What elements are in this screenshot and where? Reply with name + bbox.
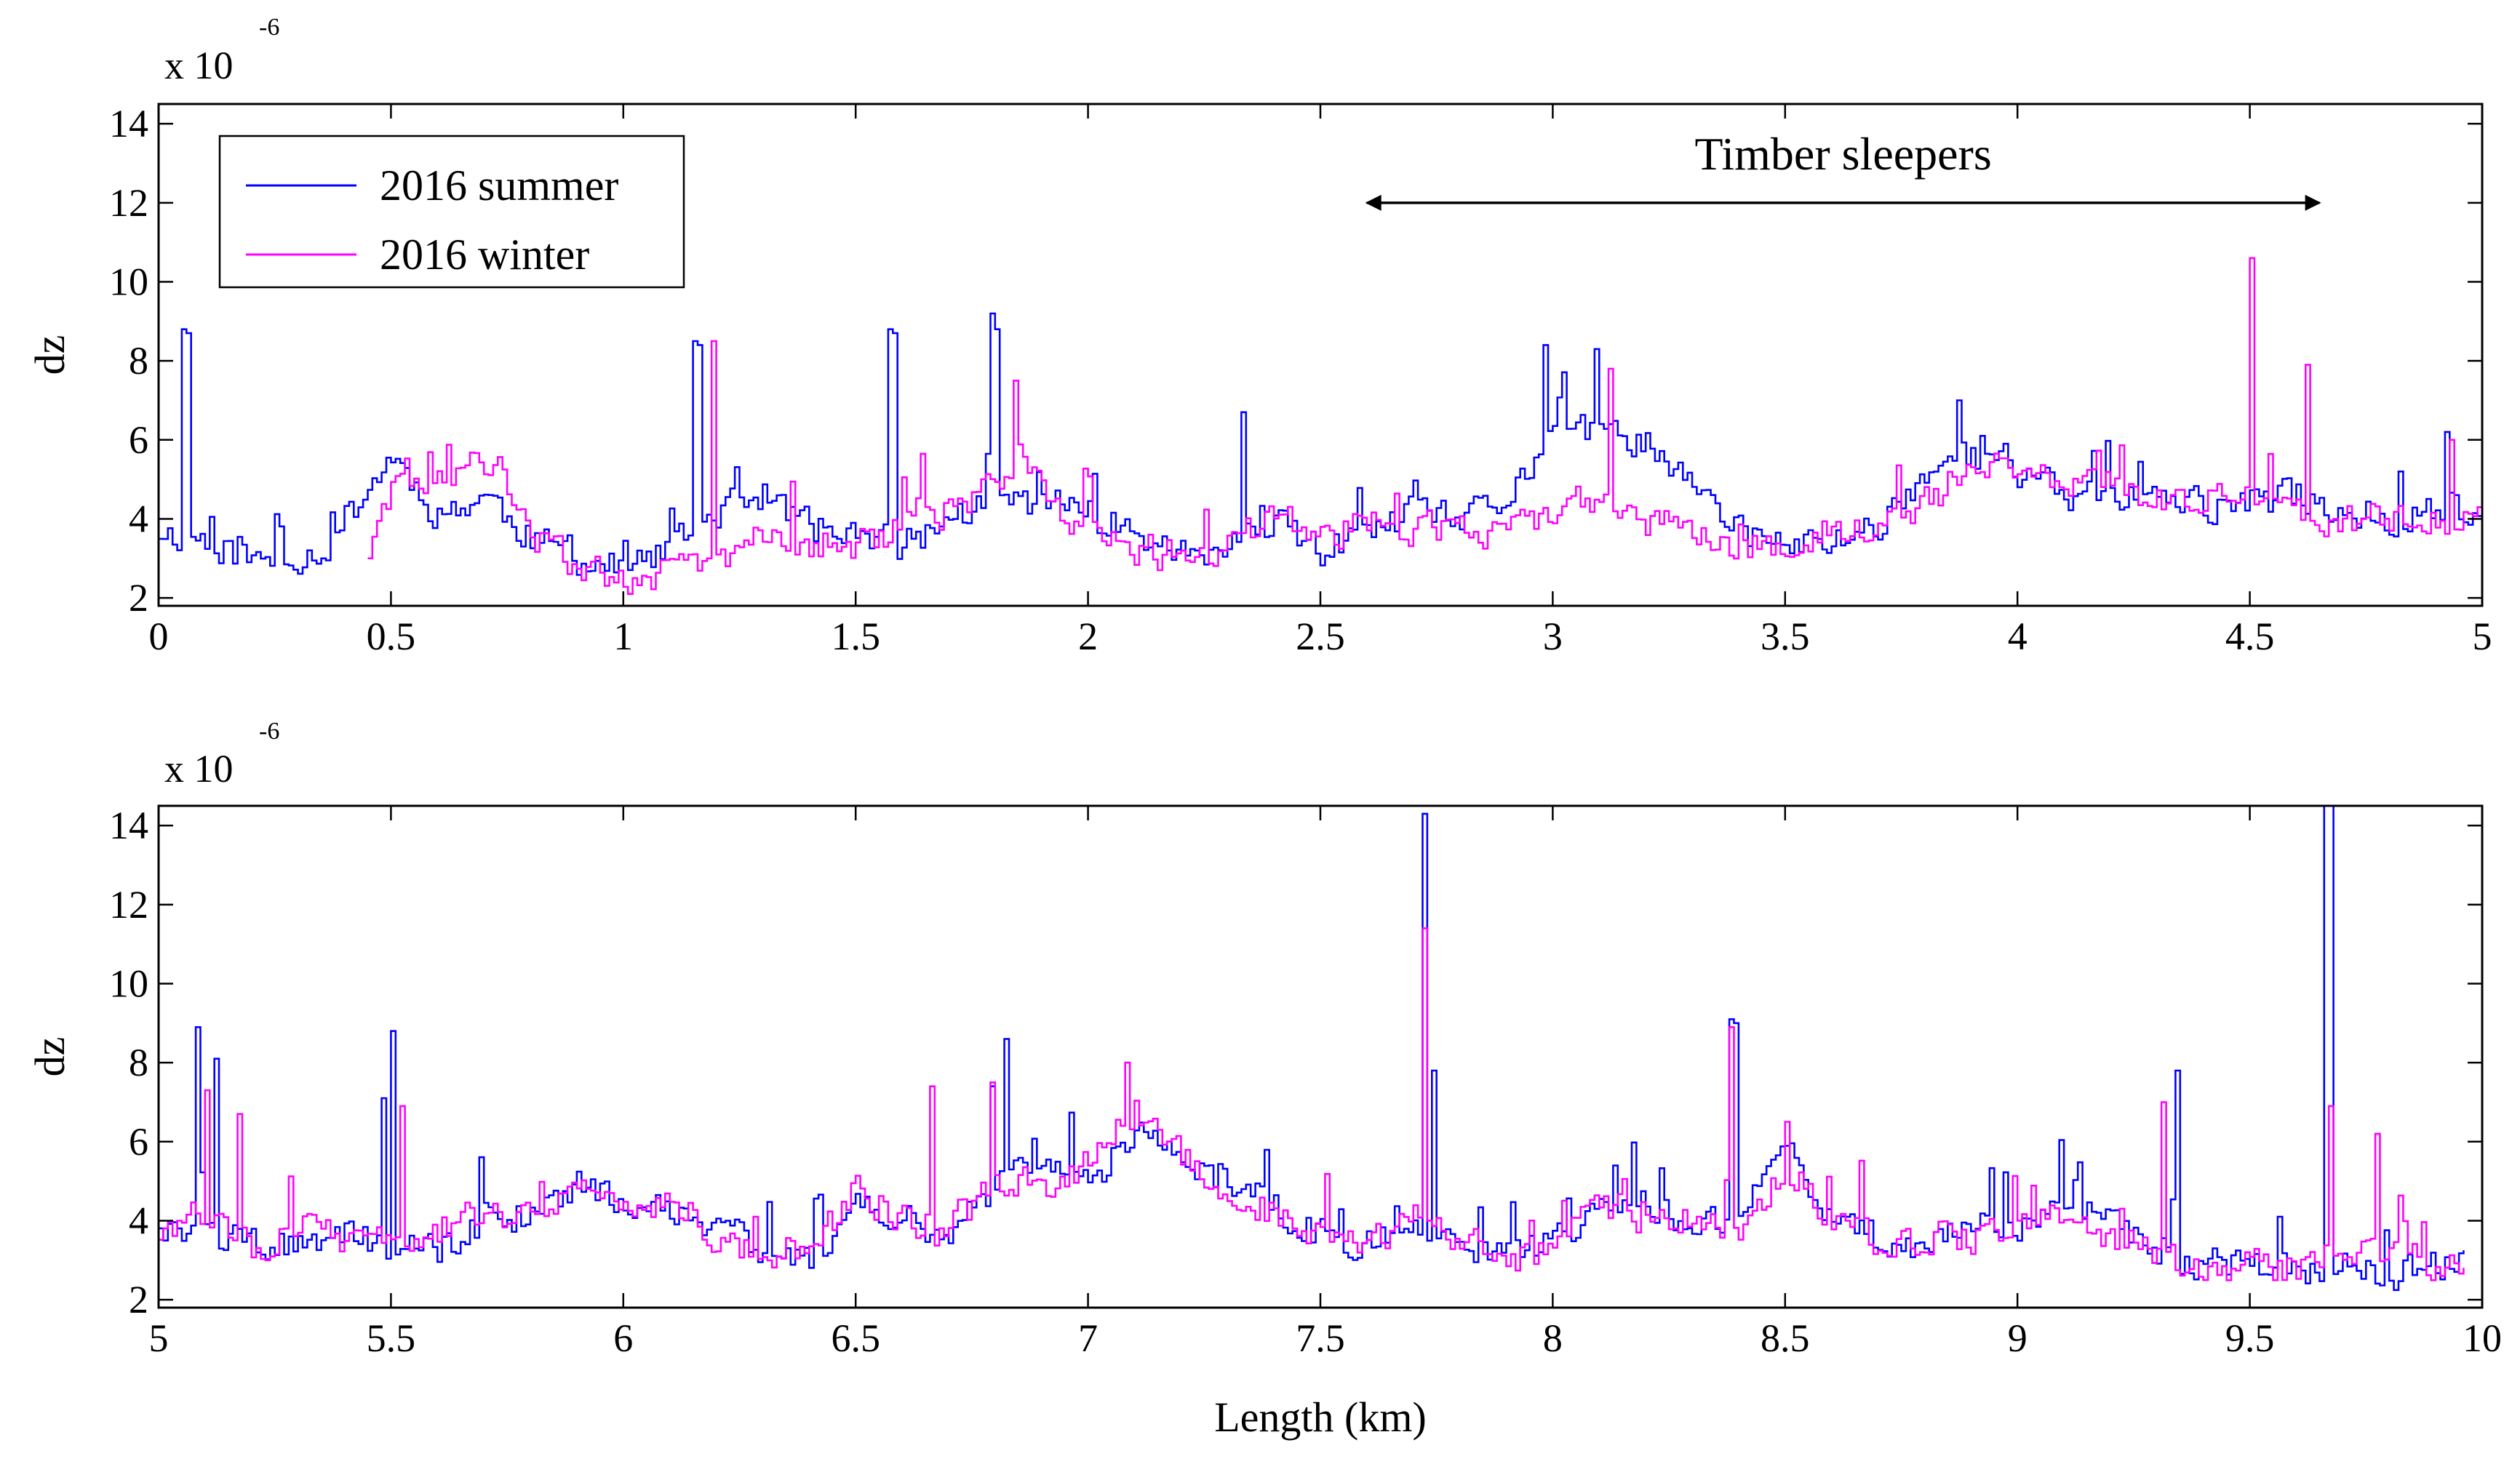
annotation-label: Timber sleepers <box>1695 128 1992 180</box>
legend-winter-label: 2016 winter <box>380 231 589 279</box>
top-x-tick-label: 1 <box>613 615 633 658</box>
bottom-x-tick-label: 7.5 <box>1296 1316 1345 1360</box>
bottom-x-tick-label: 10 <box>2463 1316 2502 1360</box>
top-x-tick-label: 0 <box>149 615 169 658</box>
legend-summer-label: 2016 summer <box>380 161 618 209</box>
bottom-x-tick-label: 7 <box>1078 1316 1098 1360</box>
top-x-tick-label: 4 <box>2008 615 2027 658</box>
legend-box <box>218 135 685 289</box>
bottom-x-tick-label: 6.5 <box>831 1316 880 1360</box>
bottom-y-tick-label: 8 <box>129 1041 148 1084</box>
bottom-y-axis-label: dz <box>26 1037 73 1077</box>
bottom-x-tick-label: 9 <box>2008 1316 2027 1360</box>
top-y-exponent-label: x 10 <box>164 44 234 87</box>
x-axis-label: Length (km) <box>1214 1393 1427 1441</box>
top-y-tick-label: 12 <box>109 181 148 225</box>
top-y-tick-label: 4 <box>129 497 148 540</box>
bottom-x-tick-label: 8.5 <box>1761 1316 1810 1360</box>
bottom-ticks: 5 5.5 6 6.5 7 7.5 8 8.5 9 9.5 10 2 4 6 8 10 12 14 <box>109 804 2502 1360</box>
bottom-x-tick-label: 5 <box>149 1316 169 1360</box>
bottom-series-group <box>159 804 2465 1292</box>
top-x-tick-label: 3 <box>1543 615 1563 658</box>
top-series-2016-winter <box>367 257 2482 595</box>
top-series-group <box>159 257 2482 595</box>
top-x-tick-label: 0.5 <box>367 615 416 658</box>
legend: 2016 summer 2016 winter <box>218 135 685 289</box>
bottom-y-tick-label: 12 <box>109 883 148 927</box>
top-x-tick-label: 3.5 <box>1761 615 1810 658</box>
bottom-y-tick-label: 6 <box>129 1120 148 1164</box>
bottom-y-exponent-label: x 10 <box>164 747 234 791</box>
bottom-series-2016-summer <box>159 804 2465 1292</box>
top-y-exponent-power: -6 <box>259 14 279 41</box>
bottom-x-tick-label: 9.5 <box>2225 1316 2275 1360</box>
top-y-tick-label: 14 <box>109 102 148 145</box>
bottom-x-tick-label: 5.5 <box>367 1316 416 1360</box>
top-y-axis-label: dz <box>26 335 73 375</box>
bottom-y-tick-label: 2 <box>129 1278 148 1321</box>
bottom-y-tick-label: 14 <box>109 804 148 847</box>
bottom-y-tick-label: 10 <box>109 961 148 1005</box>
top-x-tick-label: 5 <box>2473 615 2492 658</box>
top-y-tick-label: 6 <box>129 418 148 462</box>
top-y-tick-label: 8 <box>129 339 148 383</box>
bottom-series-2016-winter <box>159 927 2465 1281</box>
top-x-tick-label: 2.5 <box>1296 615 1345 658</box>
bottom-y-tick-label: 4 <box>129 1199 148 1242</box>
top-x-tick-label: 1.5 <box>831 615 880 658</box>
bottom-x-tick-label: 6 <box>613 1316 633 1360</box>
top-x-tick-label: 4.5 <box>2225 615 2275 658</box>
timber-sleepers-annotation: Timber sleepers <box>1365 128 2321 211</box>
top-x-tick-label: 2 <box>1078 615 1098 658</box>
top-y-tick-label: 10 <box>109 260 148 303</box>
top-y-tick-label: 2 <box>129 576 148 620</box>
top-ticks: 0 0.5 1 1.5 2 2.5 3 3.5 4 4.5 5 2 4 6 8 10 12 14 <box>109 102 2492 658</box>
bottom-panel: 5 5.5 6 6.5 7 7.5 8 8.5 9 9.5 10 2 4 6 8 10 12 14 dz x 10… <box>26 718 2502 1441</box>
bottom-x-tick-label: 8 <box>1543 1316 1563 1360</box>
bottom-y-exponent-power: -6 <box>259 718 279 745</box>
